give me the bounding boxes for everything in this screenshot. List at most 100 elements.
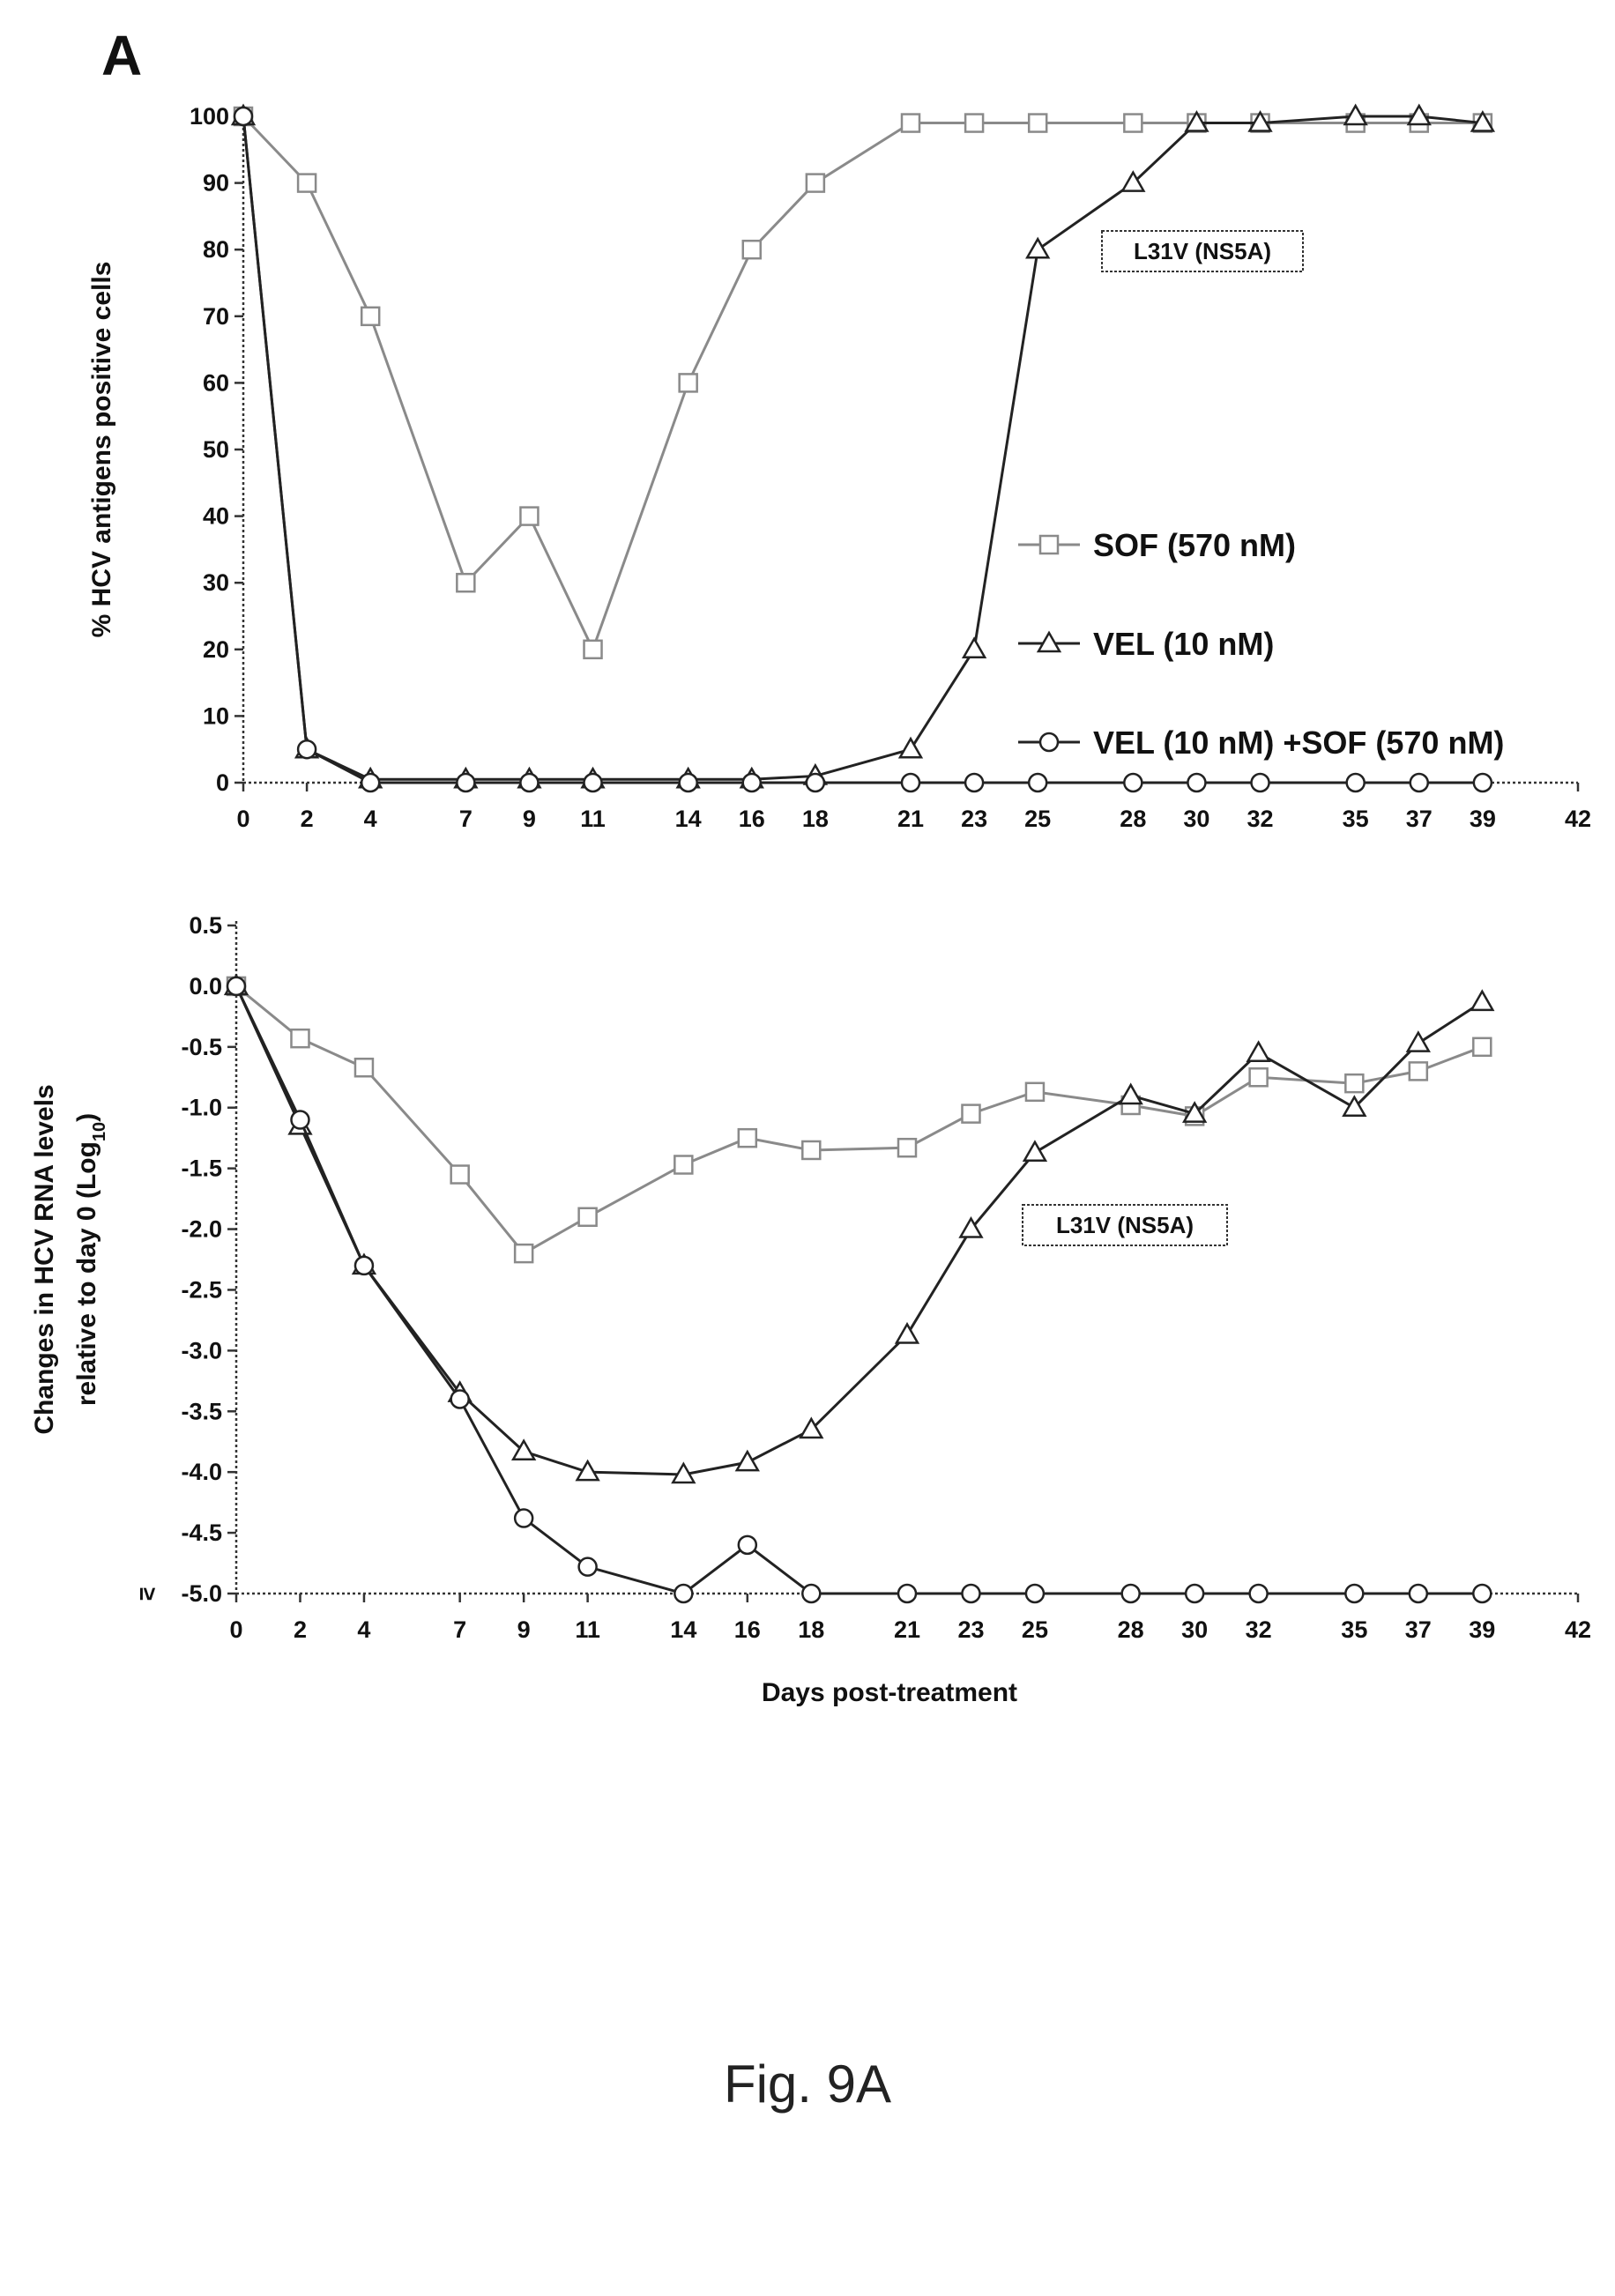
- chart2-point-triangle: [1405, 1030, 1431, 1052]
- chart2-point-square: [1472, 1037, 1492, 1058]
- chart2-point-circle: [674, 1583, 694, 1604]
- chart1-point-triangle: [1120, 170, 1146, 192]
- chart1-annotation: L31V (NS5A): [1134, 238, 1271, 264]
- chart1-point-circle: [1472, 772, 1493, 793]
- legend-label-triangle: VEL (10 nM): [1093, 626, 1274, 662]
- chart1-point-triangle: [1025, 236, 1051, 259]
- chart2-point-circle: [577, 1557, 598, 1577]
- chart1-xtick-label: 37: [1406, 806, 1433, 832]
- chart1-point-square: [678, 373, 698, 393]
- chart1-xtick-label: 28: [1120, 806, 1146, 832]
- chart-top: 0 10 20 30 40 50 60 70 80 90 100 0 2 4 7 9 11 14 16 18 21 23 2…: [87, 103, 1591, 832]
- chart1-ytick-label: 40: [203, 503, 229, 530]
- chart1-point-circle: [233, 106, 254, 127]
- chart1-point-square: [1027, 113, 1048, 133]
- chart2-xtick-label: 30: [1181, 1616, 1208, 1643]
- legend-marker-square: [1038, 534, 1060, 555]
- chart1-point-triangle: [1406, 103, 1432, 126]
- chart2-point-square: [577, 1207, 598, 1228]
- chart2-annotation-box: [1022, 1204, 1228, 1246]
- chart2-point-circle: [1184, 1583, 1205, 1604]
- chart2-point-circle: [450, 1389, 470, 1409]
- chart1-xtick-label: 23: [961, 806, 987, 832]
- chart1-point-circle: [583, 772, 603, 793]
- chart2-point-square: [1024, 1081, 1046, 1103]
- chart1-point-circle: [1250, 772, 1270, 793]
- chart1-point-circle: [805, 772, 826, 793]
- chart2-point-circle: [801, 1583, 822, 1604]
- chart2-xtick-label: 0: [229, 1616, 242, 1643]
- chart2-ylabel-line2: relative to day 0 (Log10): [72, 1113, 109, 1406]
- chart1-xtick-label: 18: [802, 806, 829, 832]
- chart2-xlabel: Days post-treatment: [762, 1678, 1017, 1707]
- chart1-xtick-label: 14: [675, 806, 702, 832]
- chart2-point-square: [674, 1155, 694, 1175]
- chart1-xtick-label: 21: [897, 806, 924, 832]
- chart2-ytick-label: -0.5: [181, 1034, 222, 1060]
- chart2-ytick-label: -2.0: [181, 1216, 222, 1243]
- chart1-xtick-label: 4: [364, 806, 377, 832]
- chart2-ytick-label: -4.0: [181, 1459, 222, 1485]
- chart1-xtick-label: 39: [1470, 806, 1496, 832]
- chart2-xtick-label: 25: [1022, 1616, 1048, 1643]
- chart2-point-square: [1344, 1073, 1365, 1094]
- chart2-series-line-triangle: [234, 985, 1484, 1476]
- chart1-xtick-label: 35: [1343, 806, 1369, 832]
- chart2-point-triangle: [958, 1216, 984, 1238]
- chart2-point-triangle: [1342, 1095, 1367, 1117]
- chart1-point-square: [1123, 113, 1143, 133]
- chart1-point-circle: [1123, 772, 1143, 793]
- chart2-xtick-label: 16: [734, 1616, 761, 1643]
- chart2-point-circle: [1472, 1583, 1492, 1604]
- chart1-ytick-label: 60: [203, 369, 229, 396]
- chart1-point-circle: [1187, 772, 1207, 793]
- legend-marker-triangle: [1036, 630, 1062, 653]
- chart2-xtick-label: 35: [1341, 1616, 1367, 1643]
- chart2-point-square: [961, 1103, 981, 1124]
- chart1-ytick-label: 80: [203, 236, 229, 263]
- chart2-series-line-circle: [234, 985, 1483, 1595]
- chart2-point-triangle: [671, 1461, 696, 1484]
- chart2-point-square: [897, 1137, 918, 1158]
- chart2-xtick-label: 18: [798, 1616, 824, 1643]
- chart1-xtick-label: 16: [739, 806, 765, 832]
- chart1-ytick-label: 30: [203, 569, 229, 596]
- chart2-point-triangle: [575, 1459, 600, 1482]
- chart2-xtick-label: 2: [294, 1616, 307, 1643]
- chart2-point-circle: [226, 976, 247, 997]
- chart2-point-circle: [1120, 1583, 1141, 1604]
- chart1-point-square: [900, 113, 921, 133]
- chart2-point-square: [1408, 1061, 1429, 1081]
- chart2-point-circle: [513, 1508, 534, 1528]
- chart2-point-circle: [961, 1583, 981, 1604]
- chart2-xtick-label: 28: [1118, 1616, 1144, 1643]
- chart2-ylabel: Changes in HCV RNA levels: [30, 1084, 59, 1434]
- chart2-ytick-label: -3.5: [181, 1398, 222, 1424]
- chart1-ylabel: % HCV antigens positive cells: [87, 262, 116, 638]
- chart2-xtick-label: 7: [453, 1616, 466, 1643]
- chart2-xtick-label: 42: [1565, 1616, 1591, 1643]
- chart1-ytick-label: 20: [203, 636, 229, 663]
- chart2-point-circle: [1408, 1583, 1429, 1604]
- chart1-xtick-label: 0: [236, 806, 249, 832]
- chart1-point-square: [964, 113, 985, 133]
- legend-label-circle: VEL (10 nM) +SOF (570 nM): [1093, 724, 1504, 761]
- chart1-ytick-label: 100: [190, 103, 229, 130]
- chart1-ytick-label: 0: [216, 769, 229, 796]
- chart2-ytick-label: -2.5: [181, 1276, 222, 1303]
- chart2-point-triangle: [1118, 1082, 1143, 1105]
- chart2-xtick-label: 21: [894, 1616, 920, 1643]
- chart1-point-triangle: [1470, 110, 1496, 132]
- chart1-annotation-box: [1101, 230, 1304, 272]
- chart1-ytick-label: 70: [203, 303, 229, 330]
- panel-label: A: [101, 24, 142, 87]
- chart2-point-square: [513, 1243, 534, 1264]
- chart1-point-square: [741, 239, 763, 260]
- chart2-point-triangle: [799, 1416, 824, 1439]
- chart1-point-triangle: [1184, 110, 1209, 132]
- chart2-point-square: [450, 1164, 470, 1185]
- chart1-point-triangle: [1343, 103, 1368, 126]
- chart1-point-circle: [360, 772, 381, 793]
- chart2-xtick-label: 4: [357, 1616, 370, 1643]
